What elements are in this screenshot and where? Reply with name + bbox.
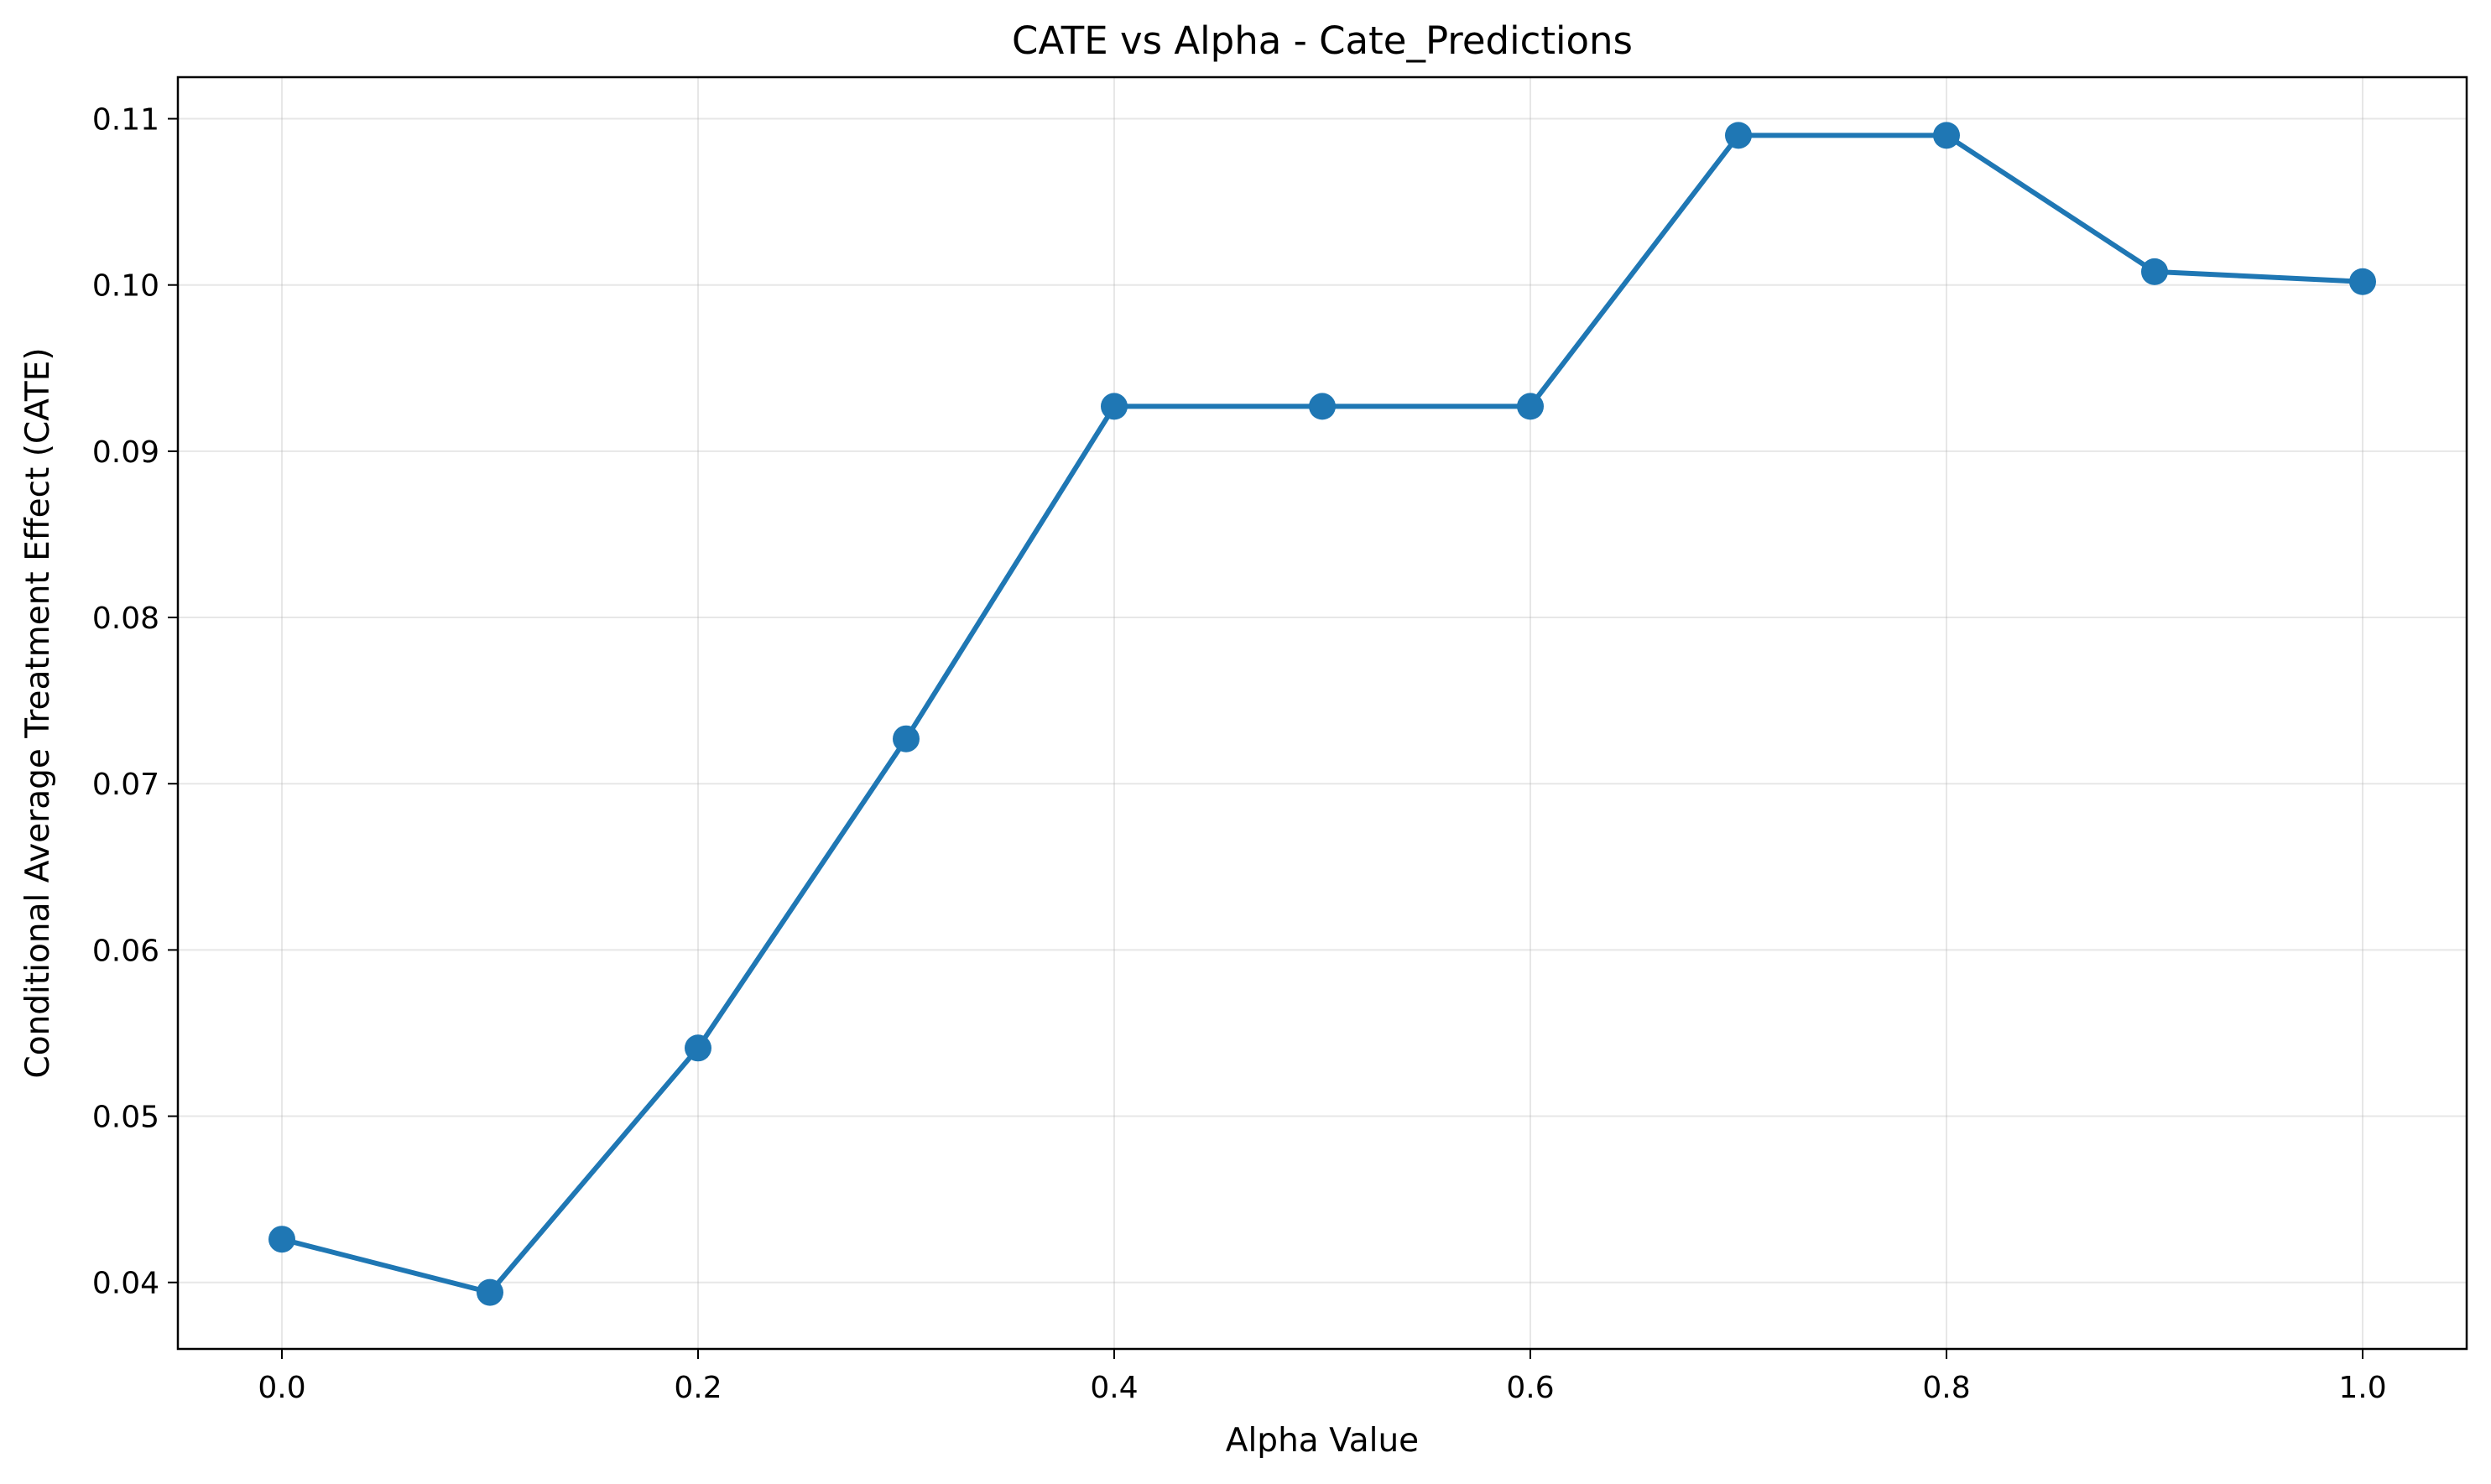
x-tick-label: 0.8 (1922, 1371, 1970, 1405)
data-point (1309, 393, 1336, 420)
y-tick-label: 0.05 (92, 1101, 159, 1135)
data-point (1517, 393, 1544, 420)
x-tick-label: 0.0 (258, 1371, 305, 1405)
y-tick-label: 0.07 (92, 768, 159, 802)
data-point (2349, 268, 2376, 295)
data-point (2141, 258, 2168, 285)
data-point (1101, 393, 1128, 420)
x-tick-label: 0.4 (1090, 1371, 1138, 1405)
series-layer (268, 122, 2376, 1306)
y-tick-label: 0.04 (92, 1267, 159, 1301)
data-point (685, 1034, 711, 1062)
x-axis-label: Alpha Value (1226, 1422, 1419, 1460)
x-tick-label: 1.0 (2338, 1371, 2386, 1405)
y-tick-label: 0.09 (92, 435, 159, 470)
y-tick-label: 0.06 (92, 934, 159, 968)
x-tick-label: 0.6 (1506, 1371, 1554, 1405)
data-point (268, 1226, 295, 1253)
data-point (893, 725, 920, 752)
data-point (1933, 122, 1960, 149)
ticks: 0.0 0.2 0.4 0.6 0.8 1.0 0.04 0.05 0.06 0.07 0.08 0.… (92, 103, 2387, 1405)
y-tick-label: 0.11 (92, 103, 159, 138)
data-point (1725, 122, 1752, 149)
y-tick-label: 0.08 (92, 601, 159, 636)
x-tick-label: 0.2 (674, 1371, 722, 1405)
y-axis-label: Conditional Average Treatment Effect (CA… (19, 347, 57, 1078)
chart-title: CATE vs Alpha - Cate_Predictions (1012, 18, 1633, 63)
axes-frame (176, 76, 2468, 1351)
y-tick-label: 0.10 (92, 269, 159, 304)
grid (178, 77, 2467, 1349)
data-point (477, 1278, 503, 1306)
